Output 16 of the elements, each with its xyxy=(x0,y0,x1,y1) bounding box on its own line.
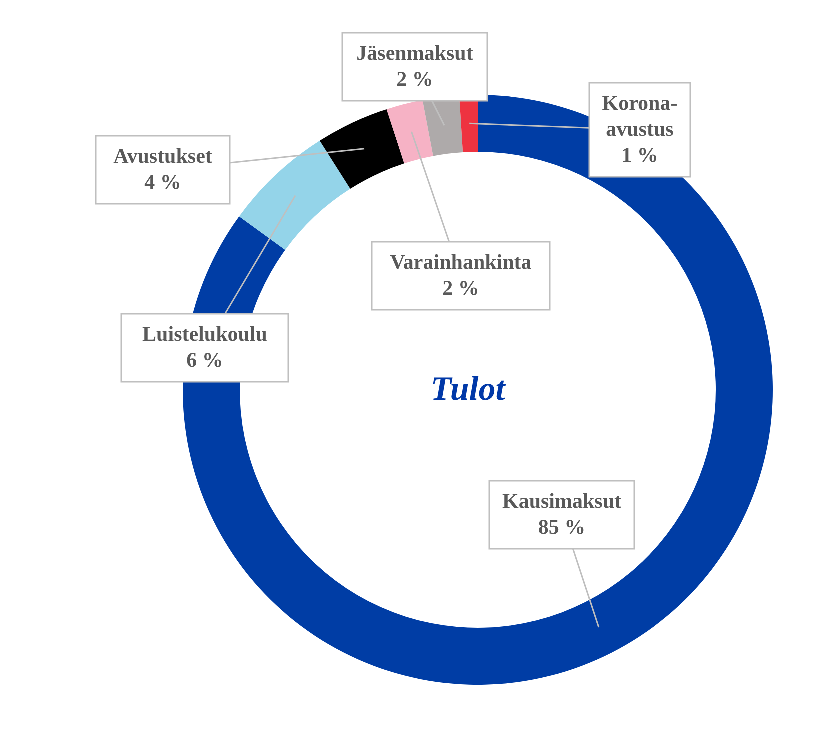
data-label: 2 % xyxy=(442,276,480,300)
donut-slice xyxy=(239,140,350,250)
data-label: 2 % xyxy=(396,67,434,91)
slice-label: Varainhankinta xyxy=(390,250,532,274)
donut-slice xyxy=(320,109,404,190)
slice-label: Avustukset xyxy=(114,144,212,168)
donut-slice xyxy=(386,100,434,164)
text: Tulot xyxy=(430,371,507,408)
slice-label: Luistelukoulu xyxy=(142,322,268,346)
slice-label: Kausimaksut xyxy=(502,489,622,513)
data-label: 1 % xyxy=(622,143,658,167)
data-label: 85 % xyxy=(538,515,586,539)
slice-label: Korona-avustus xyxy=(602,91,678,141)
data-label: 4 % xyxy=(144,170,182,194)
slice-label: Jäsenmaksut xyxy=(356,41,474,65)
data-label: 6 % xyxy=(186,348,224,372)
